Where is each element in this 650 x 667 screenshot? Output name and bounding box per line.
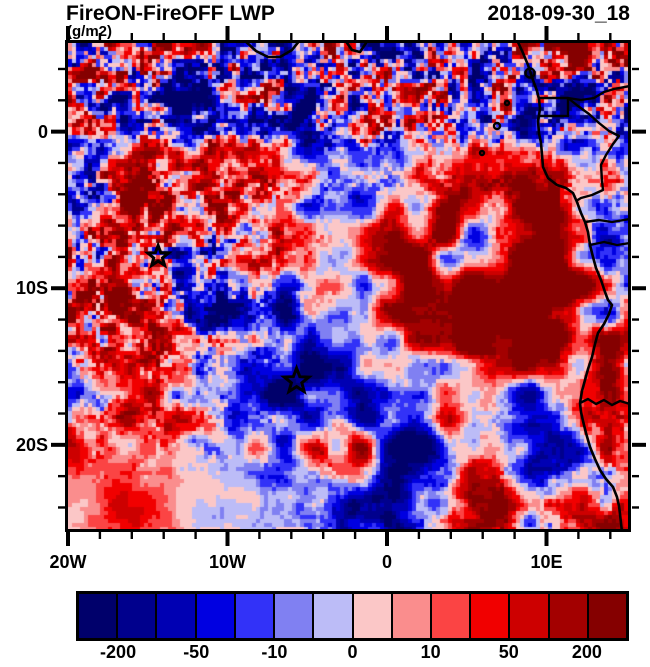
border-path: [579, 397, 628, 407]
y-axis-tick-label: 0: [37, 121, 48, 142]
colorbar-tick-label: -50: [183, 642, 210, 662]
colorbar-cell: [547, 594, 587, 638]
island-outline: [524, 67, 536, 79]
island-outline: [503, 99, 511, 107]
colorbar-cell: [194, 594, 234, 638]
plot-title: FireON-FireOFF LWP: [66, 2, 275, 25]
y-axis-tick-label: 20S: [15, 434, 48, 455]
colorbar-cell: [155, 594, 195, 638]
x-axis-tick-label: 10E: [530, 552, 563, 572]
border-path: [567, 85, 628, 102]
colorbar-tick-label: 10: [420, 642, 441, 662]
island-outline: [478, 149, 486, 157]
colorbar: [76, 591, 629, 641]
colorbar-cell: [273, 594, 313, 638]
colorbar-cell: [508, 594, 548, 638]
colorbar-tick-label: 0: [347, 642, 358, 662]
timestamp-label: 2018-09-30_18: [487, 2, 630, 25]
colorbar-tick-label: 50: [498, 642, 519, 662]
border-path: [589, 240, 628, 247]
colorbar-cell: [79, 594, 117, 638]
y-axis-tick-label: 10S: [15, 278, 48, 299]
x-axis-tick-label: 20W: [49, 552, 87, 572]
colorbar-cell: [390, 594, 430, 638]
colorbar-tick-label: 200: [571, 642, 602, 662]
coastline-path: [516, 43, 623, 529]
coastline-overlay: [143, 43, 628, 529]
colorbar-cell: [586, 594, 627, 638]
colorbar-cell: [351, 594, 391, 638]
x-axis-tick-label: 0: [381, 552, 392, 572]
colorbar-cell: [469, 594, 509, 638]
border-path: [584, 218, 628, 224]
colorbar-cell: [312, 594, 352, 638]
border-path: [567, 97, 621, 203]
st-helena-star: [280, 363, 313, 396]
colorbar-tick-label: -200: [100, 642, 137, 662]
ascension-island-star: [143, 241, 173, 269]
colorbar-cell: [429, 594, 470, 638]
border-path: [539, 96, 570, 118]
coastline-path: [245, 43, 300, 59]
x-axis-tick-label: 10W: [208, 552, 246, 572]
heatmap-canvas: [68, 43, 628, 529]
colorbar-cell: [233, 594, 274, 638]
coastline-path: [345, 43, 368, 54]
island-outline: [492, 121, 502, 131]
colorbar-cell: [116, 594, 156, 638]
colorbar-tick-label: -10: [261, 642, 288, 662]
